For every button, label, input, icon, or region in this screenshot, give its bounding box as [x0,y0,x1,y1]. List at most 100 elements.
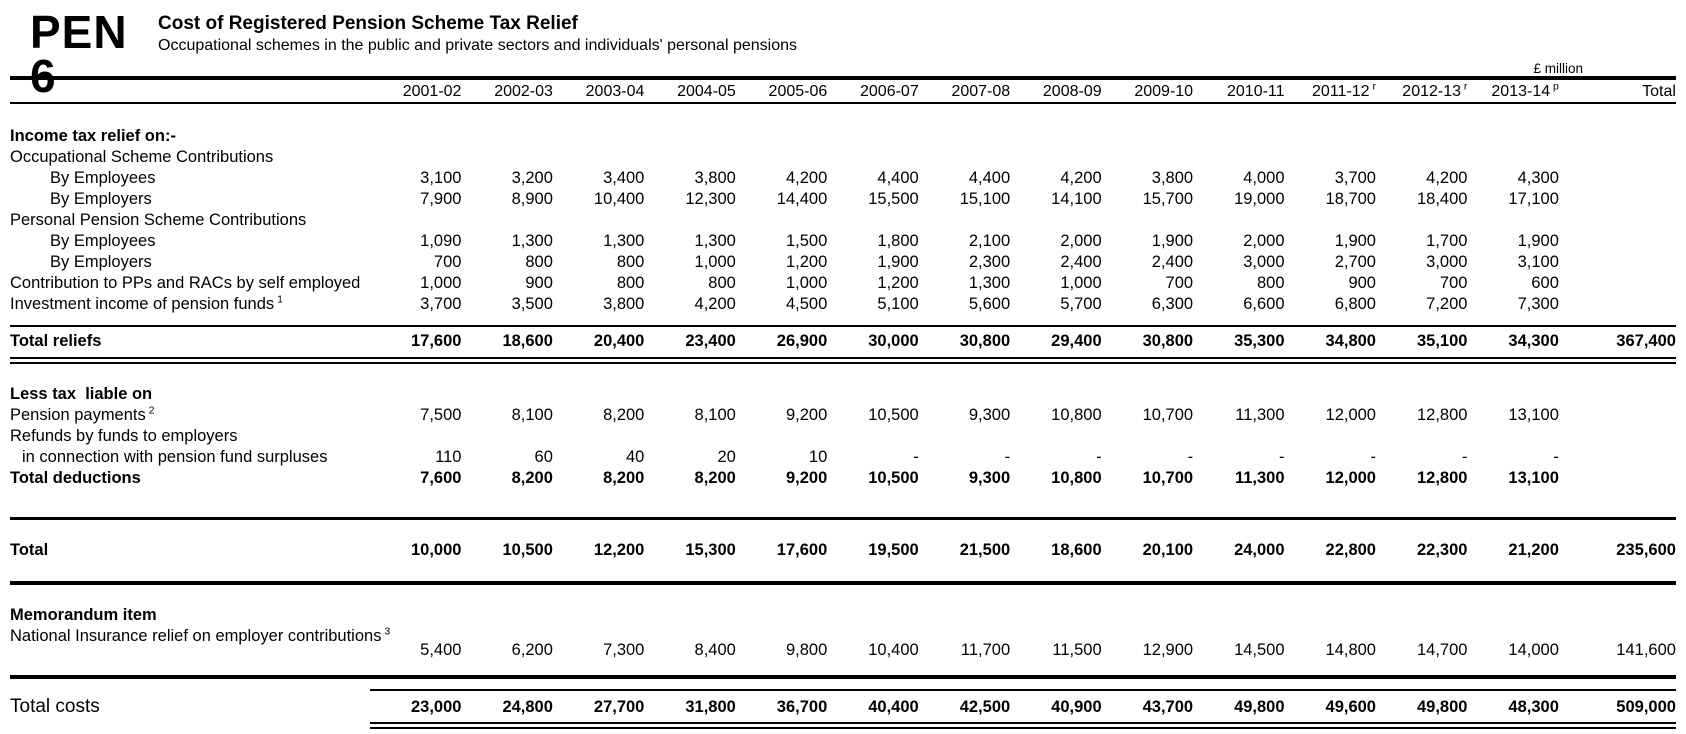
row-label: Refunds by funds to employers [10,427,238,445]
column-header: 2008-09 [1042,83,1102,100]
value-cell: 12,800 [1416,406,1468,424]
column-header: 2003-04 [585,83,645,100]
top-rule [10,76,1676,80]
value-cell: 11,300 [1234,469,1285,487]
column-header: 2004-05 [677,83,736,100]
value-cell: 14,700 [1416,641,1468,659]
value-cell: 800 [525,253,553,271]
value-cell: 14,400 [776,190,828,208]
value-cell: 8,200 [694,469,736,487]
value-cell: 8,200 [603,469,645,487]
header-underline-rule [10,102,1676,104]
value-cell [1559,189,1676,210]
value-cell: 4,000 [1243,169,1285,187]
value-cell: 17,100 [1508,190,1559,208]
value-cell: 14,000 [1508,641,1559,659]
rule-thick [10,675,1676,679]
column-header: 2009-10 [1134,83,1194,100]
value-cell: - [1461,448,1468,466]
row-label: Contribution to PPs and RACs by self emp… [10,274,361,292]
column-header: 2002-03 [494,83,553,100]
row-values: 17,600 18,600 20,400 23,400 26,900 30,000 30,8… [370,331,1676,352]
footnote-marker: 3 [381,625,391,638]
value-cell: 6,600 [1243,295,1285,313]
value-cell: 4,500 [785,295,828,313]
value-cell: 1,900 [877,253,919,271]
value-cell: 8,200 [511,469,553,487]
row-label: Total costs [10,696,100,717]
value-cell: 12,900 [1142,641,1194,659]
value-cell: 15,700 [1142,190,1194,208]
value-cell: 4,400 [968,169,1011,187]
value-cell: 19,000 [1234,190,1285,208]
value-cell: 3,100 [1517,253,1559,271]
value-cell: 13,100 [1508,406,1559,424]
table-row: in connection with pension fund surpluse… [10,447,1676,468]
value-cell: 4,200 [694,295,736,313]
row-label: Total reliefs [10,332,102,350]
value-cell: 10,500 [868,406,919,424]
value-cell: 2,000 [1060,232,1102,250]
value-cell: 3,400 [603,169,645,187]
value-cell: 20 [717,448,736,466]
value-cell: 7,600 [420,469,462,487]
value-cell: 22,300 [1416,541,1468,559]
unit-label: £ million [1533,61,1583,76]
table-row: National Insurance relief on employer co… [10,625,1676,659]
value-cell [1559,168,1676,189]
value-cell [1559,231,1676,252]
value-cell: 800 [616,274,645,292]
value-cell: 14,500 [1234,641,1285,659]
row-values: 10,000 10,500 12,200 15,300 17,600 19,500 21,5… [370,540,1676,561]
value-cell: 1,800 [877,232,919,250]
value-cell: 10,800 [1051,469,1102,487]
value-cell: 8,900 [511,190,553,208]
value-cell: 1,300 [511,232,553,250]
table-row: Total deductions 7,600 8,200 8,200 8,200 9,20… [10,468,1676,489]
value-cell: - [913,448,919,466]
value-cell: 40 [626,448,645,466]
footnote-marker: p [1550,80,1559,93]
value-cell: 42,500 [959,698,1011,716]
value-cell: 3,700 [420,295,462,313]
value-cell: 1,200 [785,253,828,271]
value-cell: 8,200 [603,406,645,424]
spacer [10,520,1676,540]
value-cell: 141,600 [1616,641,1676,659]
spacer [10,315,1676,325]
value-cell: 17,600 [410,332,462,350]
value-cell: 7,200 [1426,295,1468,313]
value-cell: 900 [525,274,553,292]
value-cell: 2,700 [1334,253,1376,271]
value-cell: 23,000 [410,698,462,716]
value-cell: 30,800 [1142,332,1194,350]
value-cell: 1,200 [877,274,919,292]
value-cell: 9,800 [785,641,828,659]
value-cell: 7,300 [603,641,645,659]
value-cell: 24,800 [502,698,553,716]
row-values: 23,000 24,800 27,700 31,800 36,700 40,400 42,5… [370,689,1676,729]
column-header: 2005-06 [768,83,828,100]
value-cell: 20,400 [593,332,645,350]
value-cell: 3,800 [1151,169,1194,187]
value-cell: 18,600 [502,332,553,350]
value-cell: 800 [1257,274,1285,292]
value-cell: 800 [708,274,736,292]
column-header: 2006-07 [860,83,919,100]
value-cell: 7,900 [420,190,462,208]
spacer [10,364,1676,384]
value-cell: 40,400 [868,698,919,716]
value-cell: 367,400 [1616,332,1676,350]
table-row: Personal Pension Scheme Contributions [10,210,1676,231]
value-cell: 15,300 [685,541,736,559]
row-label: Investment income of pension funds 1 [10,293,283,313]
value-cell: 5,600 [968,295,1011,313]
document-header: PEN 6 Cost of Registered Pension Scheme … [10,9,1676,99]
value-cell: 1,500 [785,232,828,250]
value-cell: 12,300 [685,190,736,208]
row-label: National Insurance relief on employer co… [10,625,391,645]
value-cell: 3,000 [1426,253,1468,271]
table-code: PEN 6 [30,6,128,102]
value-cell: 49,600 [1325,698,1376,716]
value-cell: 3,500 [511,295,553,313]
